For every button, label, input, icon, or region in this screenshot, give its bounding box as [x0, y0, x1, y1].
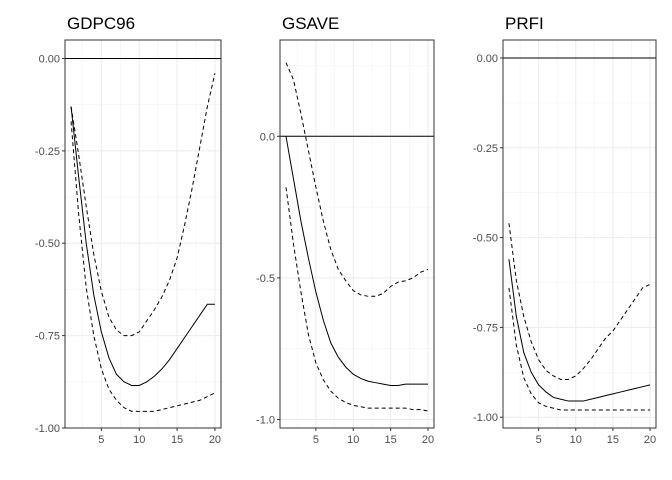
panel-title: GDPC96: [67, 14, 135, 33]
panel-title: GSAVE: [282, 14, 339, 33]
series-line-estimate: [70, 106, 215, 386]
y-axis: 0.00 -0.25 -0.50 -0.75 -1.00: [35, 53, 65, 435]
y-tick-label: 0.00: [477, 53, 498, 65]
y-tick-label: -1.0: [256, 415, 275, 427]
series-line-lower: [508, 287, 651, 411]
y-tick-label: -0.5: [256, 273, 275, 285]
x-tick-label: 15: [171, 434, 183, 446]
x-tick-label: 5: [313, 434, 319, 446]
x-axis: 5 10 15 20: [313, 428, 434, 446]
panel-prfi: PRFI 0.00 -0.25 -0.50 -0.75 -1.00 5 10 15 20: [473, 14, 657, 446]
panel-border: [64, 39, 222, 429]
y-tick-label: 0.0: [260, 131, 275, 143]
x-tick-label: 5: [98, 434, 104, 446]
grid: [503, 40, 656, 428]
x-axis: 5 10 15 20: [536, 428, 656, 446]
y-tick-label: -0.75: [473, 322, 498, 334]
panel-title: PRFI: [505, 14, 544, 33]
x-tick-label: 20: [209, 434, 221, 446]
x-tick-label: 10: [570, 434, 582, 446]
x-axis: 5 10 15 20: [98, 428, 221, 446]
y-tick-label: -0.25: [35, 146, 60, 158]
x-tick-label: 20: [422, 434, 434, 446]
y-tick-label: -0.50: [35, 238, 60, 250]
y-tick-label: -0.75: [35, 331, 60, 343]
panel-gsave: GSAVE 0.0 -0.5 -1.0 5 10 15 20: [256, 14, 435, 446]
panel-border: [279, 39, 435, 429]
y-tick-label: -0.25: [473, 143, 498, 155]
x-tick-label: 10: [133, 434, 145, 446]
series-line-lower: [285, 187, 429, 412]
grid: [280, 40, 434, 428]
y-tick-label: 0.00: [39, 53, 60, 65]
x-tick-label: 20: [644, 434, 656, 446]
y-axis: 0.00 -0.25 -0.50 -0.75 -1.00: [473, 53, 503, 424]
series-line-upper: [508, 223, 651, 380]
panel-gdpc96: GDPC96 0.00 -0.25 -0.50 -0.75 -1.00 5 10 15 20: [35, 14, 222, 446]
series-line-upper: [285, 62, 429, 297]
y-axis: 0.0 -0.5 -1.0: [256, 131, 280, 427]
panel-border: [502, 39, 657, 429]
y-tick-label: -1.00: [473, 412, 498, 424]
series-line-estimate: [508, 259, 651, 402]
x-tick-label: 15: [385, 434, 397, 446]
series-line-estimate: [285, 136, 429, 387]
x-tick-label: 5: [536, 434, 542, 446]
x-tick-label: 15: [607, 434, 619, 446]
y-tick-label: -0.50: [473, 233, 498, 245]
x-tick-label: 10: [347, 434, 359, 446]
y-tick-label: -1.00: [35, 423, 60, 435]
series-line-lower: [70, 121, 216, 412]
grid: [65, 40, 221, 429]
series-line-upper: [70, 73, 216, 337]
